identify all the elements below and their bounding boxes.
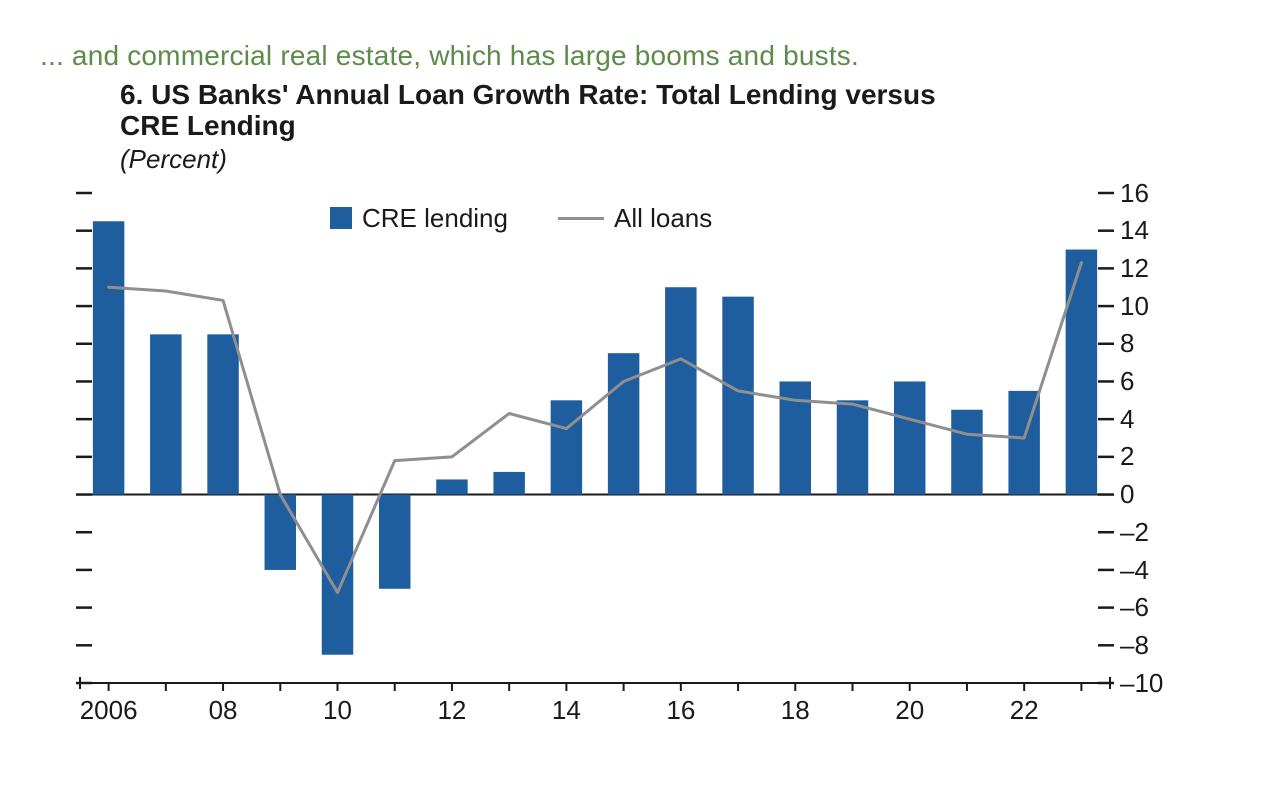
x-tick-label: 12 bbox=[422, 695, 482, 726]
chart-unit: (Percent) bbox=[120, 144, 1240, 175]
chart-title-prefix: 6. bbox=[120, 79, 151, 110]
y-tick-label: –4 bbox=[1120, 555, 1149, 586]
y-tick-label: 16 bbox=[1120, 178, 1149, 209]
y-tick-label: 14 bbox=[1120, 215, 1149, 246]
x-tick-label: 14 bbox=[536, 695, 596, 726]
x-tick-label: 08 bbox=[193, 695, 253, 726]
chart-title: 6. US Banks' Annual Loan Growth Rate: To… bbox=[120, 80, 1240, 142]
y-tick-label: 8 bbox=[1120, 328, 1134, 359]
chart-title-line2: CRE Lending bbox=[120, 110, 296, 141]
x-tick-label: 2006 bbox=[79, 695, 139, 726]
chart-title-line1: US Banks' Annual Loan Growth Rate: Total… bbox=[151, 79, 936, 110]
chart-area: CRE lending All loans 200608101214161820… bbox=[50, 183, 1230, 743]
x-tick-label: 18 bbox=[765, 695, 825, 726]
x-tick-label: 22 bbox=[994, 695, 1054, 726]
y-tick-label: 0 bbox=[1120, 479, 1134, 510]
y-tick-label: 4 bbox=[1120, 404, 1134, 435]
page: ... and commercial real estate, which ha… bbox=[0, 0, 1280, 801]
y-tick-label: –6 bbox=[1120, 592, 1149, 623]
y-tick-label: 6 bbox=[1120, 366, 1134, 397]
y-tick-label: 12 bbox=[1120, 253, 1149, 284]
y-tick-label: 10 bbox=[1120, 291, 1149, 322]
y-tick-label: –2 bbox=[1120, 517, 1149, 548]
y-tick-label: –8 bbox=[1120, 630, 1149, 661]
chart-svg bbox=[50, 183, 1230, 743]
x-tick-label: 16 bbox=[651, 695, 711, 726]
y-tick-label: 2 bbox=[1120, 441, 1134, 472]
x-tick-label: 20 bbox=[880, 695, 940, 726]
y-tick-label: –10 bbox=[1120, 668, 1163, 699]
context-heading: ... and commercial real estate, which ha… bbox=[40, 40, 1240, 72]
x-tick-label: 10 bbox=[308, 695, 368, 726]
